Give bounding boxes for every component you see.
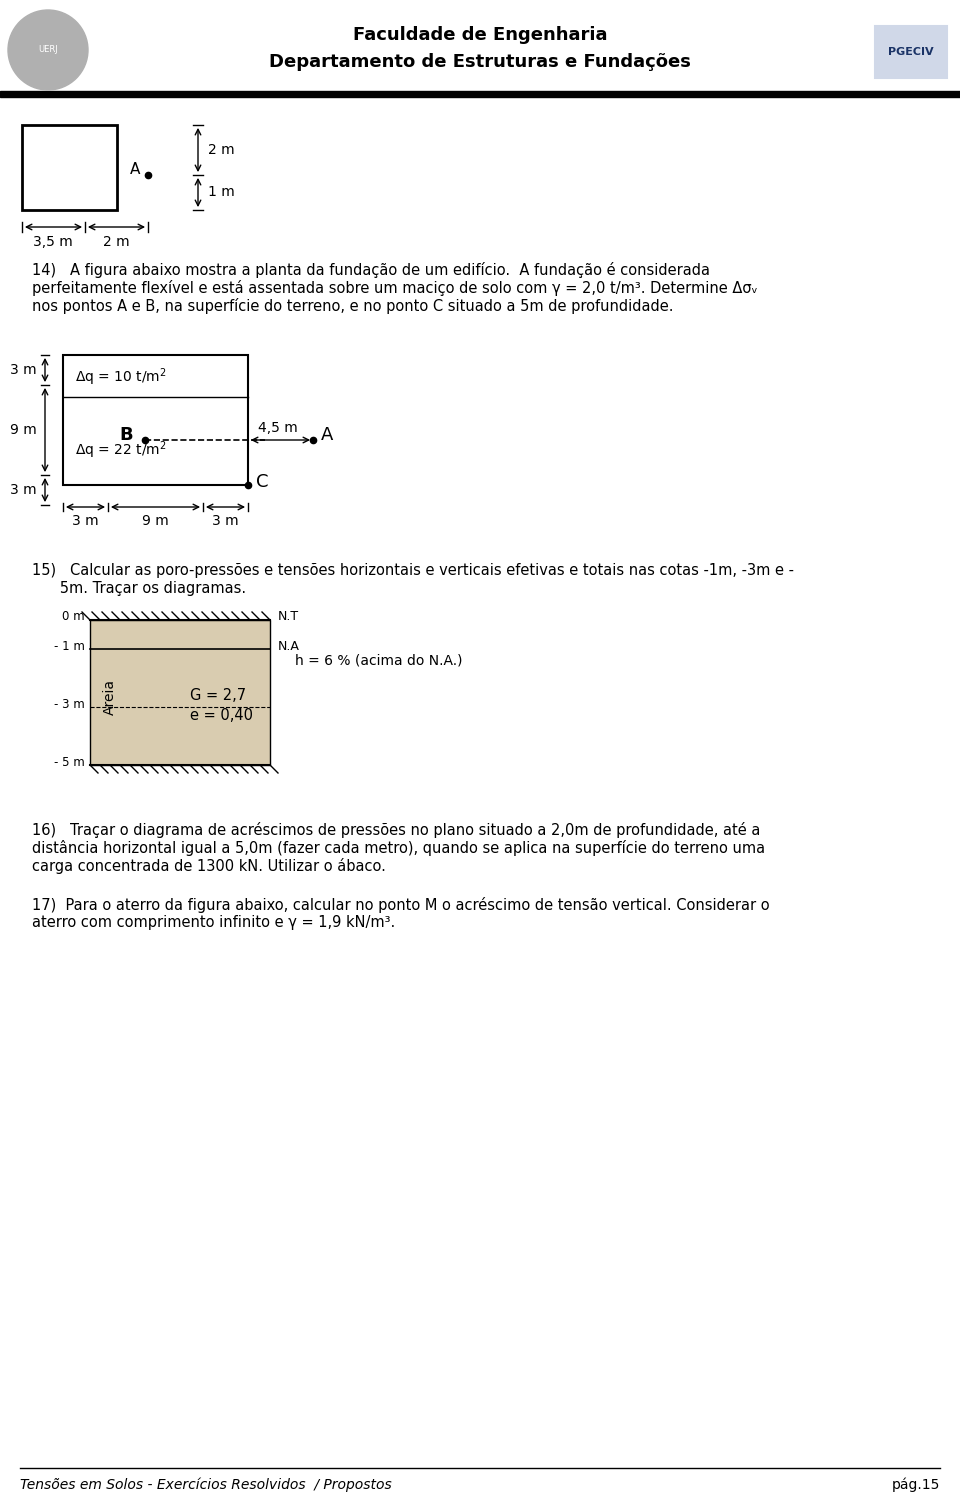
Text: 9 m: 9 m	[11, 423, 37, 437]
Text: 16)   Traçar o diagrama de acréscimos de pressões no plano situado a 2,0m de pro: 16) Traçar o diagrama de acréscimos de p…	[32, 823, 760, 838]
Text: - 3 m: - 3 m	[55, 698, 85, 711]
Text: pág.15: pág.15	[892, 1478, 940, 1492]
Text: $\Delta$q = 10 t/m$^2$: $\Delta$q = 10 t/m$^2$	[75, 366, 167, 387]
Text: 3 m: 3 m	[212, 513, 238, 528]
Text: perfeitamente flexível e está assentada sobre um maciço de solo com γ = 2,0 t/m³: perfeitamente flexível e está assentada …	[32, 281, 757, 296]
Text: G = 2,7: G = 2,7	[190, 687, 246, 702]
Text: 0 m: 0 m	[62, 609, 85, 623]
Text: 9 m: 9 m	[142, 513, 168, 528]
Text: 2 m: 2 m	[103, 236, 130, 249]
Bar	[0, 92, 960, 98]
Text: B: B	[119, 426, 133, 444]
Text: 3 m: 3 m	[11, 363, 37, 377]
Text: 15)   Calcular as poro-pressões e tensões horizontais e verticais efetivas e tot: 15) Calcular as poro-pressões e tensões …	[32, 563, 794, 578]
Text: Areia: Areia	[103, 678, 117, 714]
Text: 3 m: 3 m	[72, 513, 98, 528]
Text: nos pontos A e B, na superfície do terreno, e no ponto C situado a 5m de profund: nos pontos A e B, na superfície do terre…	[32, 299, 674, 314]
Text: 1 m: 1 m	[208, 185, 235, 200]
Text: PGECIV: PGECIV	[888, 47, 934, 57]
Text: A: A	[321, 426, 333, 444]
Bar	[90, 620, 270, 766]
Bar	[63, 356, 248, 485]
Text: 5m. Traçar os diagramas.: 5m. Traçar os diagramas.	[32, 581, 246, 596]
Bar	[22, 125, 117, 210]
Text: $\Delta$q = 22 t/m$^2$: $\Delta$q = 22 t/m$^2$	[75, 440, 167, 461]
Text: - 5 m: - 5 m	[55, 757, 85, 770]
Text: 17)  Para o aterro da figura abaixo, calcular no ponto M o acréscimo de tensão v: 17) Para o aterro da figura abaixo, calc…	[32, 898, 770, 913]
Text: Departamento de Estruturas e Fundações: Departamento de Estruturas e Fundações	[269, 53, 691, 71]
Text: 4,5 m: 4,5 m	[258, 420, 298, 435]
Text: C: C	[256, 473, 269, 491]
Circle shape	[8, 11, 88, 90]
Text: - 1 m: - 1 m	[54, 641, 85, 653]
Text: carga concentrada de 1300 kN. Utilizar o ábaco.: carga concentrada de 1300 kN. Utilizar o…	[32, 859, 386, 874]
Text: e = 0,40: e = 0,40	[190, 707, 253, 722]
Text: aterro com comprimento infinito e γ = 1,9 kN/m³.: aterro com comprimento infinito e γ = 1,…	[32, 916, 396, 931]
Text: distância horizontal igual a 5,0m (fazer cada metro), quando se aplica na superf: distância horizontal igual a 5,0m (fazer…	[32, 841, 765, 856]
Text: 3,5 m: 3,5 m	[34, 236, 73, 249]
Text: N.T: N.T	[278, 609, 300, 623]
Bar	[875, 26, 947, 78]
Text: Tensões em Solos - Exercícios Resolvidos  / Propostos: Tensões em Solos - Exercícios Resolvidos…	[20, 1478, 392, 1492]
Text: Faculdade de Engenharia: Faculdade de Engenharia	[352, 26, 608, 44]
Text: UERJ: UERJ	[38, 45, 58, 54]
Text: 3 m: 3 m	[11, 483, 37, 497]
Text: N.A: N.A	[278, 641, 300, 653]
Text: 14)   A figura abaixo mostra a planta da fundação de um edifício.  A fundação é : 14) A figura abaixo mostra a planta da f…	[32, 263, 710, 278]
Text: 2 m: 2 m	[208, 143, 234, 158]
Text: A: A	[130, 162, 140, 177]
Text: h = 6 % (acima do N.A.): h = 6 % (acima do N.A.)	[295, 654, 463, 668]
